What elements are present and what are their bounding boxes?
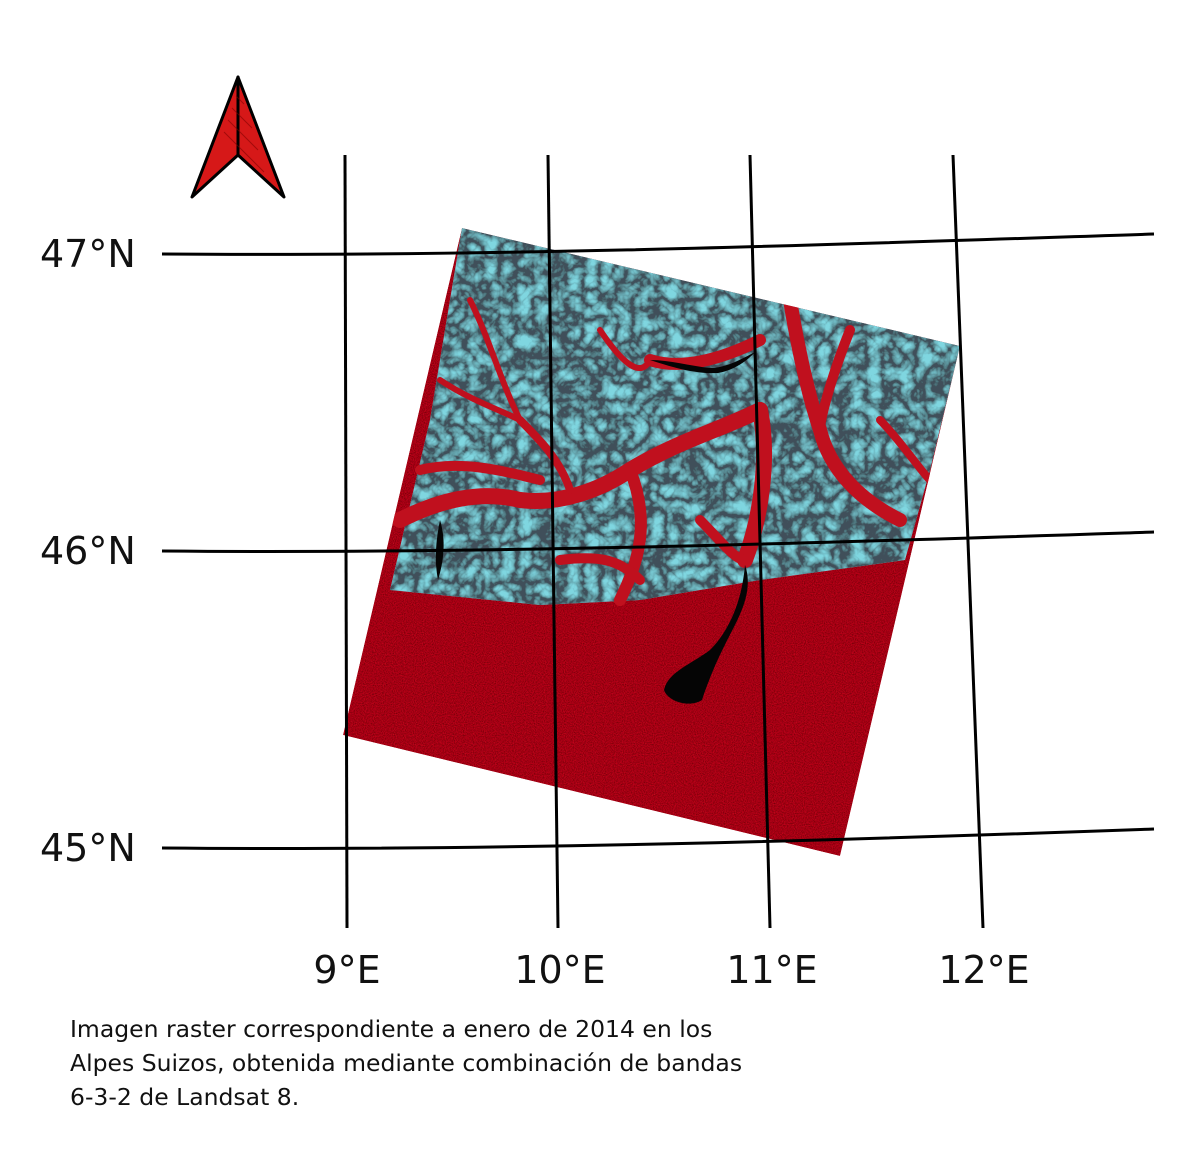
landsat-raster-image — [343, 228, 960, 856]
north-arrow-icon — [190, 75, 286, 199]
meridian-12e — [951, 154, 985, 929]
parallel-46n — [161, 530, 1155, 553]
latitude-label-47: 47°N — [40, 232, 136, 276]
longitude-label-10: 10°E — [514, 948, 606, 992]
longitude-label-9: 9°E — [313, 948, 381, 992]
meridian-9e — [343, 154, 349, 929]
meridian-10e — [546, 154, 560, 929]
latitude-label-45: 45°N — [40, 826, 136, 870]
longitude-label-12: 12°E — [938, 948, 1030, 992]
map-caption: Imagen raster correspondiente a enero de… — [70, 1015, 743, 1111]
parallel-47n — [161, 232, 1155, 256]
latitude-label-46: 46°N — [40, 529, 136, 573]
parallel-45n — [161, 827, 1155, 850]
graticule — [161, 154, 1155, 929]
meridian-11e — [748, 154, 772, 929]
longitude-label-11: 11°E — [726, 948, 818, 992]
